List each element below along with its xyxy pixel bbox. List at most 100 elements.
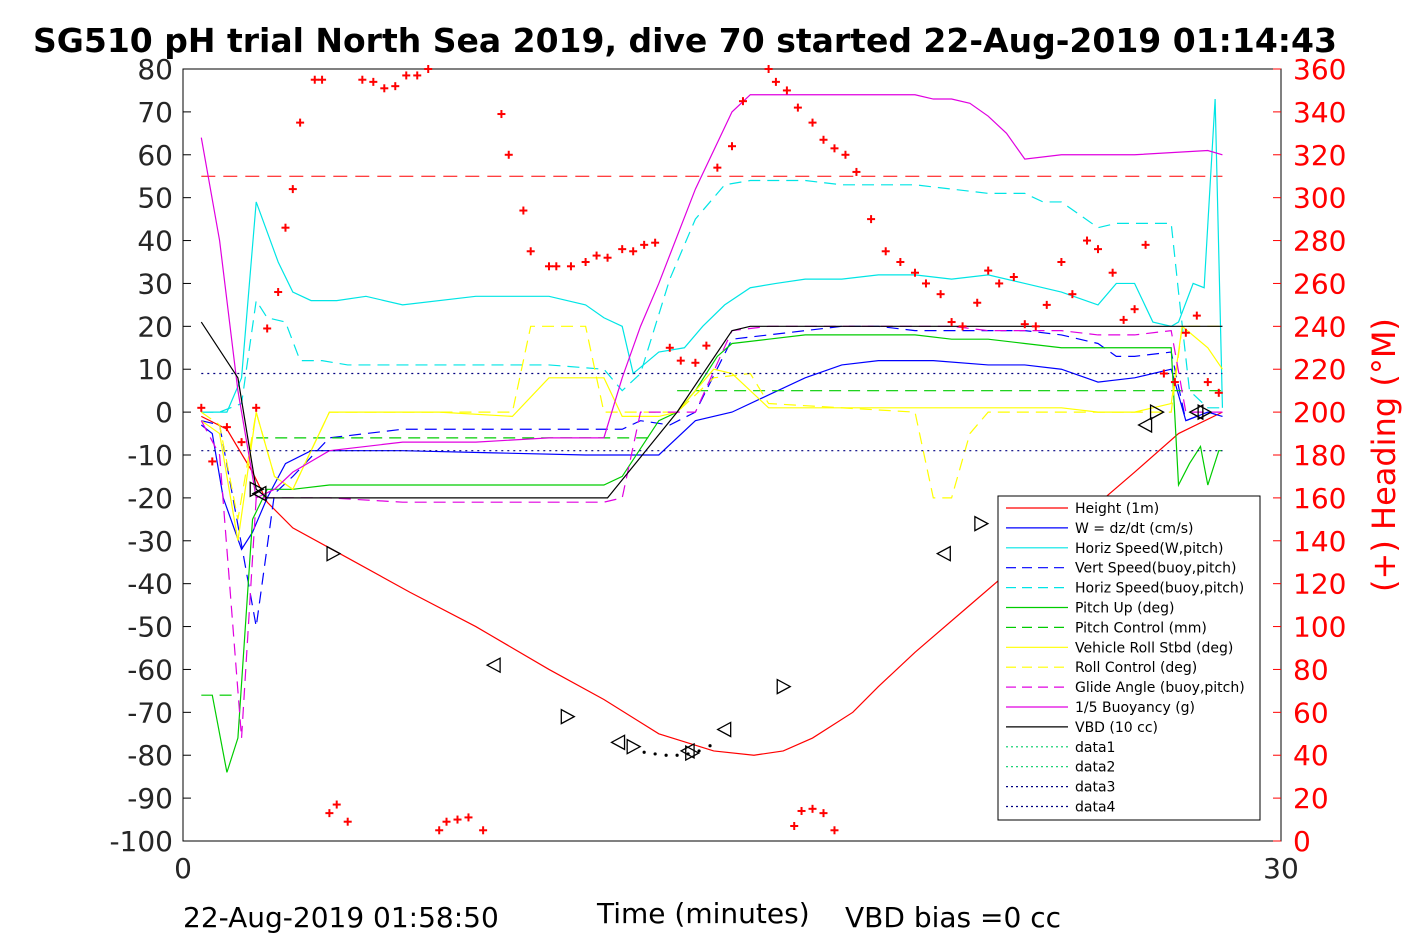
- y-tick-label: -10: [127, 439, 173, 472]
- heading-point: [453, 815, 462, 824]
- heading-point: [288, 185, 297, 194]
- y-tick-label: 20: [137, 310, 173, 343]
- legend-entry: Vert Speed(buoy,pitch): [1075, 561, 1237, 577]
- y2-tick-label: 300: [1293, 182, 1346, 215]
- y2-tick-label: 20: [1293, 782, 1329, 815]
- series-pitch-up-deg: [201, 334, 1223, 773]
- chart-title: SG510 pH trial North Sea 2019, dive 70 s…: [33, 21, 1337, 60]
- heading-point: [1192, 311, 1201, 320]
- heading-point: [424, 65, 433, 73]
- position-marker: [610, 734, 626, 751]
- heading-point: [442, 817, 451, 826]
- legend-entry: data4: [1075, 800, 1116, 816]
- heading-point: [504, 150, 513, 159]
- heading-point: [830, 826, 839, 835]
- series-w-dz-dt-cm-s: [200, 360, 1223, 551]
- x-tick-label: 30: [1263, 852, 1299, 885]
- position-marker: [935, 545, 951, 562]
- y2-tick-label: 0: [1293, 825, 1311, 858]
- heading-point: [1159, 369, 1168, 378]
- heading-point: [640, 240, 649, 249]
- legend-entry: Pitch Control (mm): [1075, 620, 1207, 636]
- y-tick-label: -90: [127, 782, 173, 815]
- legend-entry: 1/5 Buoyancy (g): [1075, 700, 1195, 716]
- y-tick-label: 40: [137, 225, 173, 258]
- heading-point: [197, 403, 206, 412]
- series-horiz-speed-w-pitch: [201, 98, 1224, 413]
- heading-point: [545, 262, 553, 271]
- heading-point: [391, 82, 400, 91]
- heading-point: [651, 238, 660, 247]
- heading-point: [790, 821, 799, 830]
- legend-entry: VBD (10 cc): [1075, 720, 1158, 736]
- y2-tick-label: 340: [1293, 96, 1346, 129]
- position-marker: [1149, 404, 1165, 421]
- heading-points: [197, 65, 1223, 835]
- heading-point: [618, 245, 627, 254]
- heading-point: [402, 71, 411, 80]
- heading-point: [237, 438, 246, 447]
- position-dot: [653, 752, 657, 756]
- position-dot: [708, 744, 712, 748]
- position-dot: [642, 750, 646, 754]
- heading-point: [881, 247, 890, 256]
- heading-point: [713, 163, 722, 172]
- y-tick-label: 70: [137, 96, 173, 129]
- heading-point: [343, 817, 352, 826]
- heading-point: [936, 290, 945, 299]
- y2-tick-label: 100: [1293, 611, 1346, 644]
- heading-point: [782, 86, 791, 95]
- heading-point: [1214, 388, 1223, 397]
- y-tick-label: -40: [127, 568, 173, 601]
- y-tick-label: 10: [137, 353, 173, 386]
- y-tick-label: 80: [137, 53, 173, 86]
- heading-point: [1057, 258, 1066, 266]
- position-dot: [686, 752, 690, 756]
- y-tick-label: -20: [127, 482, 173, 515]
- heading-point: [1068, 290, 1077, 299]
- heading-point: [464, 813, 473, 822]
- heading-point: [552, 262, 561, 271]
- heading-point: [1108, 268, 1117, 277]
- y2-tick-label: 120: [1293, 568, 1346, 601]
- series-roll-control-deg: [200, 325, 1223, 520]
- series-horiz-speed-buoy-pitch: [201, 179, 1223, 413]
- heading-point: [380, 84, 389, 93]
- legend-entry: data3: [1075, 780, 1115, 796]
- y-tick-label: -70: [127, 696, 173, 729]
- y2-tick-label: 200: [1293, 396, 1346, 429]
- heading-point: [808, 118, 817, 127]
- heading-point: [296, 118, 305, 127]
- position-marker: [249, 481, 265, 498]
- heading-point: [911, 268, 919, 277]
- legend-entry: Glide Angle (buoy,pitch): [1075, 680, 1245, 696]
- heading-point: [808, 804, 817, 813]
- heading-point: [358, 75, 367, 84]
- heading-point: [771, 77, 780, 86]
- heading-point: [702, 341, 711, 350]
- y-tick-label: -30: [127, 525, 173, 558]
- heading-point: [252, 403, 261, 412]
- heading-point: [592, 251, 601, 260]
- heading-point: [479, 826, 488, 835]
- heading-point: [830, 144, 839, 153]
- footer-timestamp: 22-Aug-2019 01:58:50: [183, 901, 499, 934]
- series-1-5-buoyancy-g: [200, 94, 1223, 499]
- position-marker: [326, 545, 342, 562]
- heading-point: [691, 358, 700, 367]
- y2-tick-label: 40: [1293, 739, 1329, 772]
- heading-point: [1203, 378, 1212, 387]
- position-marker: [776, 678, 792, 695]
- position-dot: [675, 753, 679, 757]
- y2-tick-label: 280: [1293, 225, 1346, 258]
- heading-point: [629, 247, 638, 256]
- y2-tick-label: 360: [1293, 53, 1346, 86]
- legend-entry: Height (1m): [1075, 501, 1159, 517]
- heading-point: [995, 279, 1004, 288]
- heading-point: [413, 71, 422, 80]
- y2-tick-label: 260: [1293, 267, 1346, 300]
- position-marker: [1197, 404, 1213, 421]
- heading-point: [526, 247, 535, 256]
- y2-tick-label: 320: [1293, 139, 1346, 172]
